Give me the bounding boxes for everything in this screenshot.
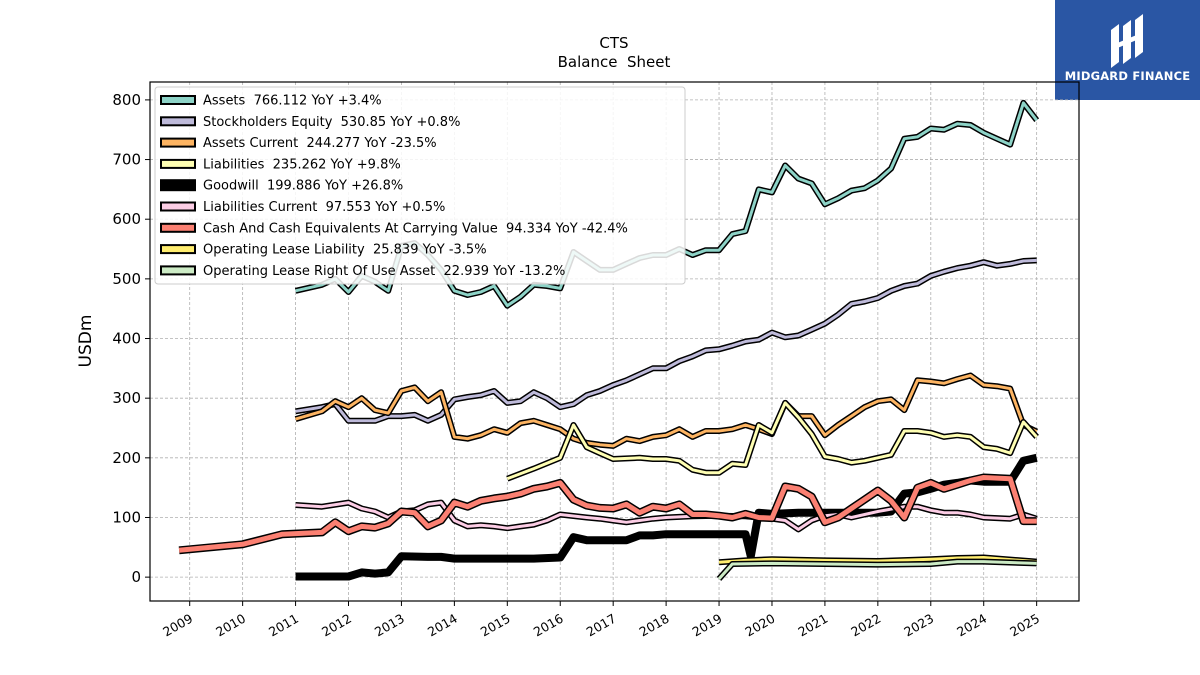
series-line [295,501,1038,531]
series-liabilities [506,399,1039,482]
series-line [295,374,1038,448]
legend-entry: Assets 766.112 YoY +3.4% [203,94,382,109]
midgard-logo-icon [1111,14,1143,68]
legend-swatch [160,201,196,212]
legend-entry: Operating Lease Right Of Use Asset 22.93… [203,264,565,279]
series-line [718,556,1037,564]
y-tick-label: 700 [112,151,141,169]
legend-swatch [160,95,196,105]
y-tick-label: 800 [112,91,141,109]
chart-subtitle: Balance Sheet [558,53,671,71]
legend-swatch [160,244,196,255]
x-tick-label: 2025 [1007,611,1042,640]
x-tick-label: 2024 [954,611,989,640]
x-tick-label: 2009 [160,611,195,640]
legend-entry: Cash And Cash Equivalents At Carrying Va… [203,221,628,236]
series-line [295,258,1037,423]
legend-entry: Operating Lease Liability 25.839 YoY -3.… [203,243,487,258]
x-tick-label: 2021 [795,611,830,640]
series-liabilities-current [295,499,1038,533]
x-tick-label: 2017 [584,611,619,640]
legend-swatch [160,222,196,233]
legend-swatch [160,179,196,192]
series-line [717,560,1037,580]
x-tick-label: 2018 [637,611,672,640]
y-tick-label: 400 [112,330,141,348]
x-tick-label: 2015 [478,611,513,640]
legend-entry: Stockholders Equity 530.85 YoY +0.8% [203,115,460,130]
series-cash-and-cash-equivalents-at-carrying-value [178,473,1037,555]
x-tick-label: 2019 [689,611,724,640]
y-tick-label: 0 [131,568,141,586]
brand-name: MIDGARD FINANCE [1064,69,1191,83]
legend-swatch [160,265,196,276]
legend-swatch [160,158,196,169]
legend-entry: Goodwill 199.886 YoY +26.8% [203,179,403,194]
x-tick-label: 2013 [372,611,407,640]
x-tick-label: 2016 [531,611,566,640]
legend-swatch [160,137,196,148]
series-assets-current [294,372,1039,449]
legend-entry: Liabilities 235.262 YoY +9.8% [203,157,401,172]
x-tick-label: 2014 [425,611,460,640]
y-tick-label: 100 [112,508,141,526]
x-tick-label: 2020 [742,611,777,640]
y-tick-label: 500 [112,270,141,288]
x-tick-label: 2023 [901,611,936,640]
legend: Assets 766.112 YoY +3.4% Stockholders Equ… [154,86,686,285]
y-tick-label: 200 [112,449,141,467]
series-stockholders-equity [295,257,1037,424]
legend-swatch [160,116,196,127]
x-tick-label: 2010 [213,611,248,640]
y-axis-label: USDm [76,315,96,368]
series-line [178,475,1037,553]
series-operating-lease-liability [718,554,1037,566]
legend-entry: Liabilities Current 97.553 YoY +0.5% [203,200,445,215]
x-tick-label: 2011 [266,611,301,640]
x-tick-label: 2022 [848,611,883,640]
chart-title: CTS [599,34,628,52]
x-tick-label: 2012 [319,611,354,640]
plot-frame [149,81,1080,602]
series-lines [178,99,1040,581]
series-line [506,401,1038,481]
legend-box [154,86,686,285]
legend-entry: Assets Current 244.277 YoY -23.5% [203,136,437,151]
series-operating-lease-right-of-use-asset [716,558,1037,581]
y-tick-label: 300 [112,389,141,407]
y-tick-label: 600 [112,210,141,228]
